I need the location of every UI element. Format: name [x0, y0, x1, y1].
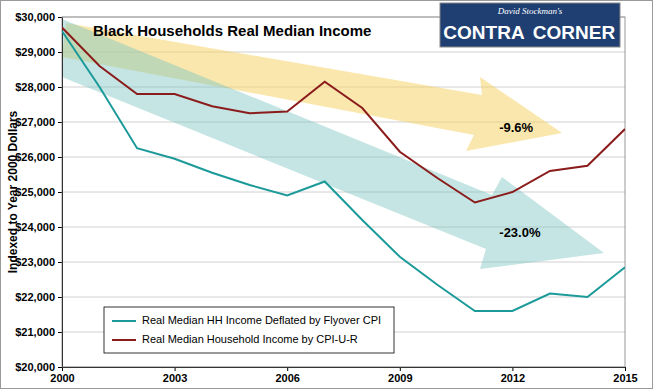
y-tick-label: $23,000: [15, 256, 55, 268]
chart-background: [1, 1, 653, 389]
y-tick-mark: [58, 52, 62, 53]
y-tick-mark: [58, 367, 62, 368]
y-tick: $21,000: [15, 326, 62, 338]
y-tick-label: $20,000: [15, 361, 55, 373]
trend-arrows: [62, 19, 604, 269]
x-tick-mark: [625, 367, 626, 371]
y-tick: $22,000: [15, 291, 62, 303]
x-tick: 2000: [50, 367, 74, 384]
x-tick-mark: [175, 367, 176, 371]
y-tick-mark: [58, 297, 62, 298]
y-tick: $23,000: [15, 256, 62, 268]
x-tick: 2006: [275, 367, 299, 384]
y-tick-label: $21,000: [15, 326, 55, 338]
y-tick: $28,000: [15, 81, 62, 93]
plot: $20,000 $21,000 $22,000 $23,000 $24,000 $25,0…: [15, 11, 638, 384]
legend-label: Real Median HH Income Deflated by Flyove…: [142, 314, 381, 326]
chart-title: Black Households Real Median Income: [93, 22, 371, 39]
y-tick-label: $22,000: [15, 291, 55, 303]
y-tick: $29,000: [15, 46, 62, 58]
x-tick-label: 2003: [163, 372, 187, 384]
logo-text: CORNER: [533, 22, 616, 43]
annotation: -23.0%: [499, 225, 541, 240]
logo-text: David Stockman's: [497, 6, 563, 16]
grid: [62, 17, 625, 367]
x-tick-mark: [400, 367, 401, 371]
x-tick-mark: [62, 367, 63, 371]
y-tick-label: $25,000: [15, 186, 55, 198]
y-tick: $25,000: [15, 186, 62, 198]
y-tick-mark: [58, 157, 62, 158]
grid-line: [62, 262, 625, 263]
y-tick: $27,000: [15, 116, 62, 128]
y-tick-mark: [58, 192, 62, 193]
series-group: [62, 28, 625, 312]
annotation: -9.6%: [499, 120, 533, 135]
x-tick: 2012: [501, 367, 525, 384]
legend-swatch: [112, 320, 136, 322]
y-tick-mark: [58, 227, 62, 228]
x-tick-label: 2006: [275, 372, 299, 384]
logo: David Stockman's CONTRA CORNER: [440, 3, 620, 47]
legend-swatch: [112, 339, 136, 341]
x-tick-mark: [287, 367, 288, 371]
y-tick-label: $30,000: [15, 11, 55, 23]
x-tick-label: 2000: [50, 372, 74, 384]
y-tick: $24,000: [15, 221, 62, 233]
y-tick-mark: [58, 87, 62, 88]
logo-text: CONTRA: [443, 22, 525, 43]
logo-box: [440, 3, 620, 47]
x-tick-label: 2015: [613, 372, 637, 384]
y-tick-mark: [58, 332, 62, 333]
y-tick-mark: [58, 122, 62, 123]
x-tick-label: 2012: [501, 372, 525, 384]
x-tick: 2003: [163, 367, 187, 384]
chart-svg: $20,000 $21,000 $22,000 $23,000 $24,000 $25,0…: [0, 0, 653, 389]
x-tick: 2015: [613, 367, 637, 384]
y-tick: $26,000: [15, 151, 62, 163]
y-tick-label: $27,000: [15, 116, 55, 128]
legend-box: [104, 307, 394, 353]
y-tick: $30,000: [15, 11, 62, 23]
x-tick: 2009: [388, 367, 412, 384]
y-tick-label: $24,000: [15, 221, 55, 233]
series-line: [62, 28, 625, 203]
trend-arrow: [62, 19, 604, 269]
y-tick-mark: [58, 262, 62, 263]
grid-line: [62, 192, 625, 193]
y-tick-label: $26,000: [15, 151, 55, 163]
y-tick-label: $28,000: [15, 81, 55, 93]
plot-frame: [62, 17, 625, 367]
x-axis: 2000 2003 2006 2009 2012 2015: [50, 367, 637, 384]
x-tick-label: 2009: [388, 372, 412, 384]
chart-container: $20,000 $21,000 $22,000 $23,000 $24,000 $25,0…: [0, 0, 653, 389]
y-axis-title: Indexed to Year 2000 Dollars: [6, 110, 20, 273]
x-tick-mark: [512, 367, 513, 371]
legend-label: Real Median Household Income by CPI-U-R: [142, 333, 358, 345]
legend: Real Median HH Income Deflated by Flyove…: [104, 307, 394, 353]
series-line: [62, 31, 625, 311]
y-tick-label: $29,000: [15, 46, 55, 58]
x-axis-line: [63, 368, 626, 372]
y-axis: $20,000 $21,000 $22,000 $23,000 $24,000 $25,0…: [15, 11, 62, 373]
y-tick-mark: [58, 17, 62, 18]
